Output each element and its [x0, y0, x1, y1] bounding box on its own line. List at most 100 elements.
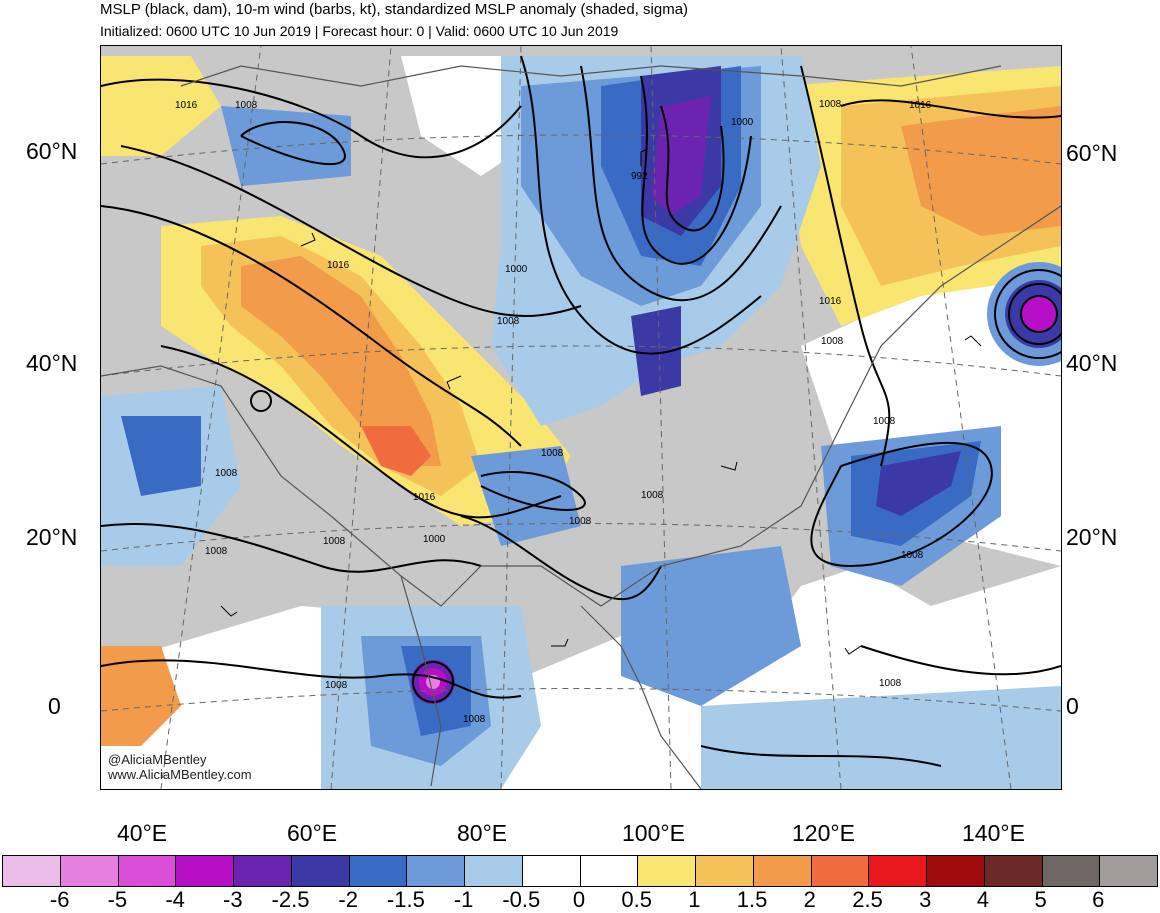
isobar-label: 1008	[821, 336, 844, 347]
isobar-label: 1000	[423, 534, 446, 545]
wind-barb	[844, 645, 862, 655]
isobar-label: 1008	[463, 714, 486, 725]
wind-barb	[220, 605, 238, 617]
credit-handle: @AliciaMBentley	[108, 752, 207, 767]
isobar	[1020, 295, 1058, 333]
colorbar-swatch	[580, 856, 639, 886]
isobar	[700, 745, 942, 767]
colorbar-label: 0	[572, 887, 586, 912]
lat-label-20n-right: 20°N	[1066, 524, 1118, 550]
coastline	[101, 205, 1061, 607]
colorbar-label: 6	[1092, 887, 1105, 912]
isobar	[101, 523, 482, 573]
colorbar-label: -3	[223, 887, 243, 912]
colorbar-label: 2	[803, 887, 816, 912]
isobar	[640, 75, 752, 265]
map-panel: 1016 1008 1000 992 1008 1016 1000 1008 1…	[100, 45, 1062, 790]
meridian-60e	[330, 46, 392, 789]
lon-label-60e: 60°E	[287, 820, 338, 846]
anomaly-colorbar	[2, 855, 1158, 887]
colorbar-swatch	[1042, 856, 1101, 886]
wind-barbs	[220, 148, 982, 655]
meridian-80e	[500, 46, 522, 789]
colorbar-swatch	[3, 856, 61, 886]
isobar	[810, 441, 993, 568]
colorbar-swatch	[118, 856, 177, 886]
lat-label-0-left: 0	[48, 693, 61, 719]
colorbar-label: -0.5	[502, 887, 541, 912]
isobar	[994, 269, 1061, 359]
lon-label-100e: 100°E	[622, 820, 685, 846]
wind-barb	[720, 461, 738, 471]
isobar-label: 1008	[323, 536, 346, 547]
anomaly-minus-pacific-low-core	[1021, 296, 1057, 332]
isobar-label: 1008	[325, 680, 348, 691]
anomaly-minus-maritime	[701, 686, 1061, 789]
isobar-label: 1008	[879, 678, 902, 689]
anomaly-plus-africa	[101, 646, 181, 746]
lat-label-60n-left: 60°N	[26, 138, 78, 164]
colorbar-label: -1.5	[386, 887, 425, 912]
isobar-label: 1008	[215, 468, 238, 479]
colorbar-swatch	[176, 856, 234, 886]
isobar	[250, 390, 272, 412]
isobar-label: 1008	[641, 490, 664, 501]
isobar-label: 1008	[873, 416, 896, 427]
isobar	[101, 78, 522, 159]
colorbar-swatch	[869, 856, 927, 886]
wind-barb	[640, 148, 649, 166]
anomaly-plus-1-5-east-siberia	[901, 106, 1061, 236]
colorbar-label: 1	[688, 887, 701, 912]
isobar-label: 992	[631, 171, 648, 182]
lon-label-120e: 120°E	[792, 820, 855, 846]
wind-barb	[300, 232, 316, 247]
colorbar-swatch	[984, 856, 1043, 886]
colorbar-swatch	[811, 856, 870, 886]
colorbar-label: 1.5	[736, 887, 768, 912]
anomaly-plus-2-central-asia	[361, 426, 431, 476]
lat-label-20n-left: 20°N	[26, 524, 78, 550]
colorbar-label: -5	[107, 887, 128, 912]
anomaly-minus-scandinavia	[221, 106, 351, 186]
isobar-label: 1016	[819, 296, 842, 307]
isobar-label: 1016	[175, 100, 198, 111]
credit-url: www.AliciaMBentley.com	[108, 767, 252, 782]
lat-label-40n-left: 40°N	[26, 350, 78, 376]
colorbar-swatch	[522, 856, 581, 886]
colorbar-swatch	[291, 856, 350, 886]
isobar-label: 1008	[819, 99, 842, 110]
isobar	[840, 99, 1061, 119]
anomaly-minus-tibet	[471, 446, 581, 546]
map-subtitle: Initialized: 0600 UTC 10 Jun 2019 | Fore…	[100, 23, 619, 39]
isobar-label-group: 1016 1008 1000 992 1008 1016 1000 1008 1…	[175, 99, 932, 725]
colorbar-label: -6	[49, 887, 70, 912]
anomaly-minus-mongolia	[631, 306, 681, 396]
colorbar-label: -4	[165, 887, 185, 912]
isobar	[660, 105, 725, 232]
lat-label-40n-right: 40°N	[1066, 350, 1118, 376]
coastline	[400, 575, 442, 787]
colorbar-label: 3	[919, 887, 932, 912]
colorbar-swatch	[60, 856, 119, 886]
isobar-label: 1008	[541, 448, 564, 459]
coastlines	[101, 65, 1061, 789]
meridian-40e	[160, 46, 262, 789]
colorbar-swatch	[234, 856, 292, 886]
wind-barb	[446, 375, 462, 390]
isobar-label: 1016	[413, 492, 436, 503]
colorbar-swatch	[349, 856, 408, 886]
coastline	[580, 605, 702, 789]
isobar	[160, 345, 562, 519]
meridian-100e	[650, 46, 672, 789]
isobar	[460, 515, 662, 600]
isobar	[800, 65, 891, 467]
anomaly-plus-1-5-central-asia	[241, 256, 441, 466]
isobar	[860, 645, 1061, 676]
isobar-label: 1008	[497, 316, 520, 327]
colorbar-swatch	[465, 856, 523, 886]
isobar-label: 1008	[569, 516, 592, 527]
isobar-label: 1016	[909, 100, 932, 111]
graticule	[101, 46, 1061, 789]
meridian-140e	[910, 46, 1012, 789]
meridian-120e	[780, 46, 842, 789]
